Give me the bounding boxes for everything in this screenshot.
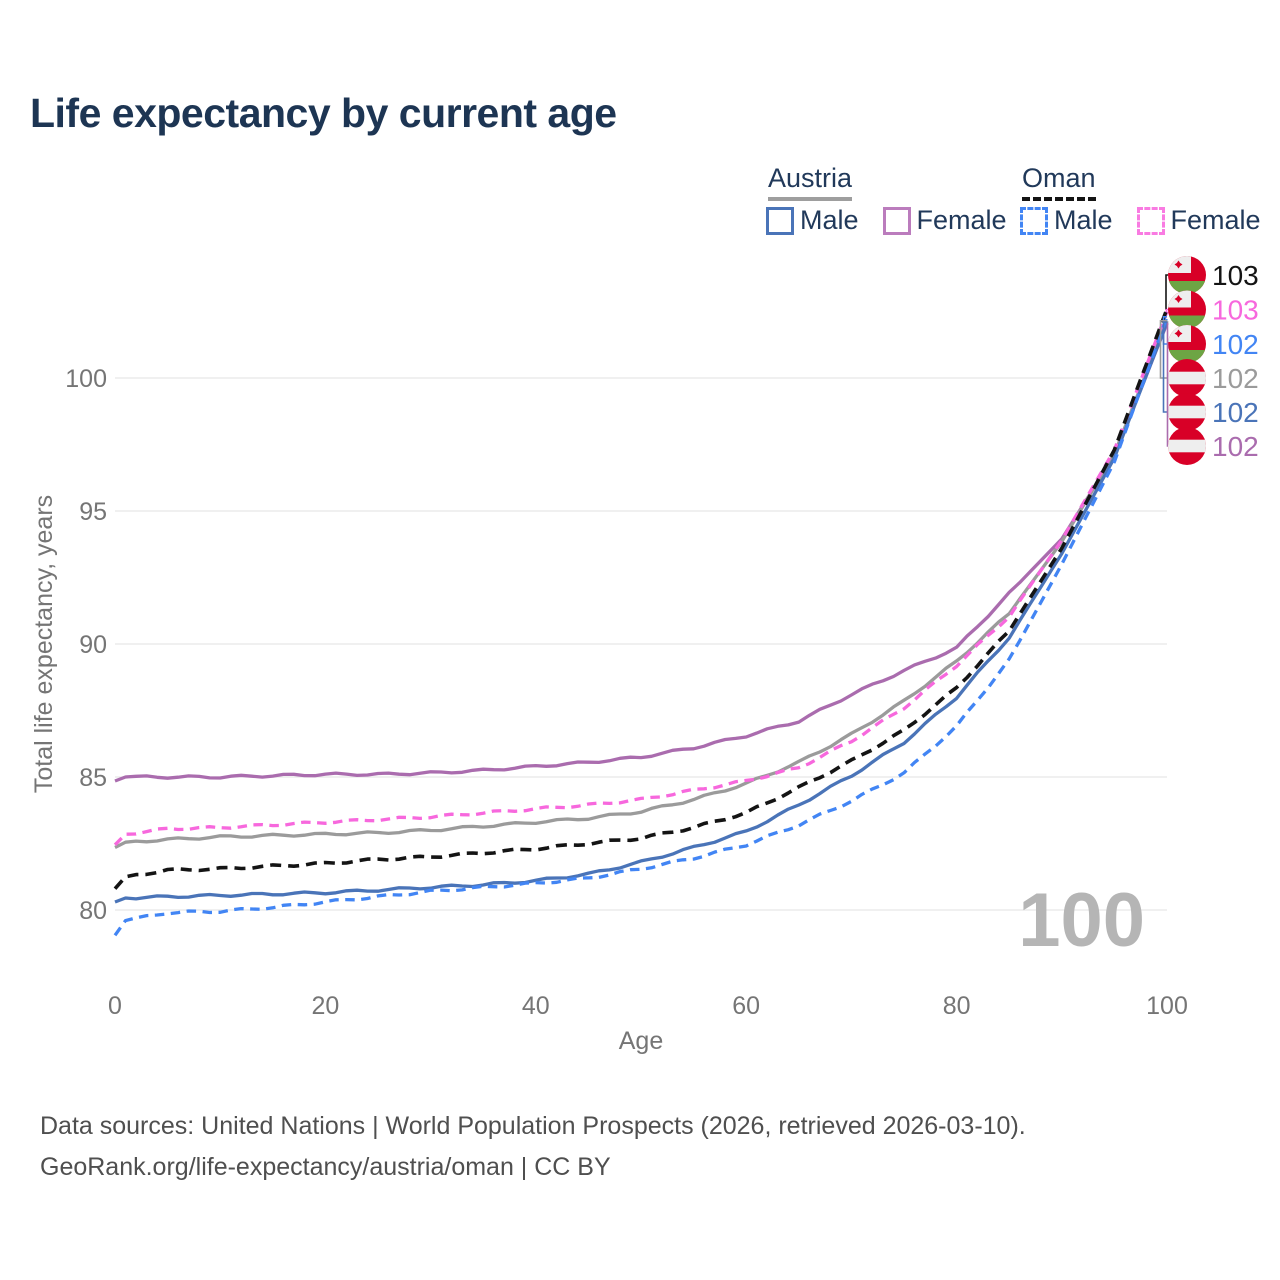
y-tick-label: 80: [79, 897, 107, 925]
end-value-label: 103: [1212, 295, 1259, 326]
x-tick-label: 0: [108, 992, 122, 1020]
y-tick-label: 85: [79, 764, 107, 792]
end-value-label: 103: [1212, 260, 1259, 291]
attribution-text: GeoRank.org/life-expectancy/austria/oman…: [40, 1153, 611, 1181]
footer: Data sources: United Nations | World Pop…: [40, 1106, 1026, 1188]
legend-item-label: Male: [800, 205, 859, 235]
series-line-austria-male[interactable]: [114, 321, 1169, 904]
y-tick-label: 90: [79, 631, 107, 659]
austria-flag-icon: [1168, 359, 1206, 397]
austria-flag-icon: [1168, 427, 1206, 465]
end-value-label: 102: [1212, 363, 1259, 394]
legend-group-austria[interactable]: Austria: [768, 163, 853, 201]
label-connector: [1165, 308, 1168, 313]
series-line-oman-total[interactable]: [113, 308, 1169, 890]
legend-item-austria-female[interactable]: Female: [882, 205, 1007, 236]
label-connector: [1162, 321, 1168, 413]
legend-item-oman-female[interactable]: Female: [1136, 205, 1261, 236]
y-tick-label: 95: [79, 498, 107, 526]
legend-item-austria-male[interactable]: Male: [766, 205, 859, 236]
label-connector: [1165, 274, 1168, 310]
legend-item-label: Female: [916, 205, 1007, 235]
oman-flag-icon: [1168, 290, 1206, 329]
label-connector: [1166, 322, 1169, 447]
series-line-austria-total[interactable]: [114, 320, 1169, 849]
oman-flag-icon: [1168, 325, 1206, 363]
hover-age-watermark: 100: [1018, 878, 1145, 963]
x-tick-label: 60: [732, 992, 760, 1020]
series-line-oman-male[interactable]: [113, 316, 1169, 937]
series-line-oman-female[interactable]: [113, 310, 1169, 846]
page-title: Life expectancy by current age: [30, 90, 617, 136]
end-value-label: 102: [1212, 397, 1259, 428]
legend-item-label: Female: [1170, 205, 1261, 235]
oman-female-swatch-icon: [1136, 206, 1165, 235]
y-tick-label: 100: [65, 365, 107, 393]
x-tick-label: 20: [311, 992, 339, 1020]
legend-row-oman: Male Female: [1020, 205, 1261, 236]
x-axis-title: Age: [619, 1027, 663, 1055]
y-axis-title: Total life expectancy, years: [30, 495, 58, 793]
legend-group-oman[interactable]: Oman: [1022, 163, 1096, 201]
austria-male-swatch-icon: [766, 206, 794, 235]
x-tick-label: 80: [943, 992, 971, 1020]
oman-male-swatch-icon: [1020, 206, 1048, 235]
austria-flag-icon: [1168, 393, 1206, 431]
series-line-austria-female[interactable]: [114, 322, 1169, 783]
legend-item-label: Male: [1054, 205, 1113, 235]
austria-female-swatch-icon: [882, 206, 911, 235]
legend-row-austria: Male Female: [766, 205, 1007, 236]
oman-flag-icon: [1168, 256, 1206, 294]
legend-item-oman-male[interactable]: Male: [1020, 205, 1113, 236]
end-value-label: 102: [1212, 329, 1259, 360]
x-tick-label: 40: [522, 992, 550, 1020]
data-sources-text: Data sources: United Nations | World Pop…: [40, 1112, 1026, 1140]
end-value-label: 102: [1212, 431, 1259, 462]
x-tick-label: 100: [1146, 992, 1188, 1020]
